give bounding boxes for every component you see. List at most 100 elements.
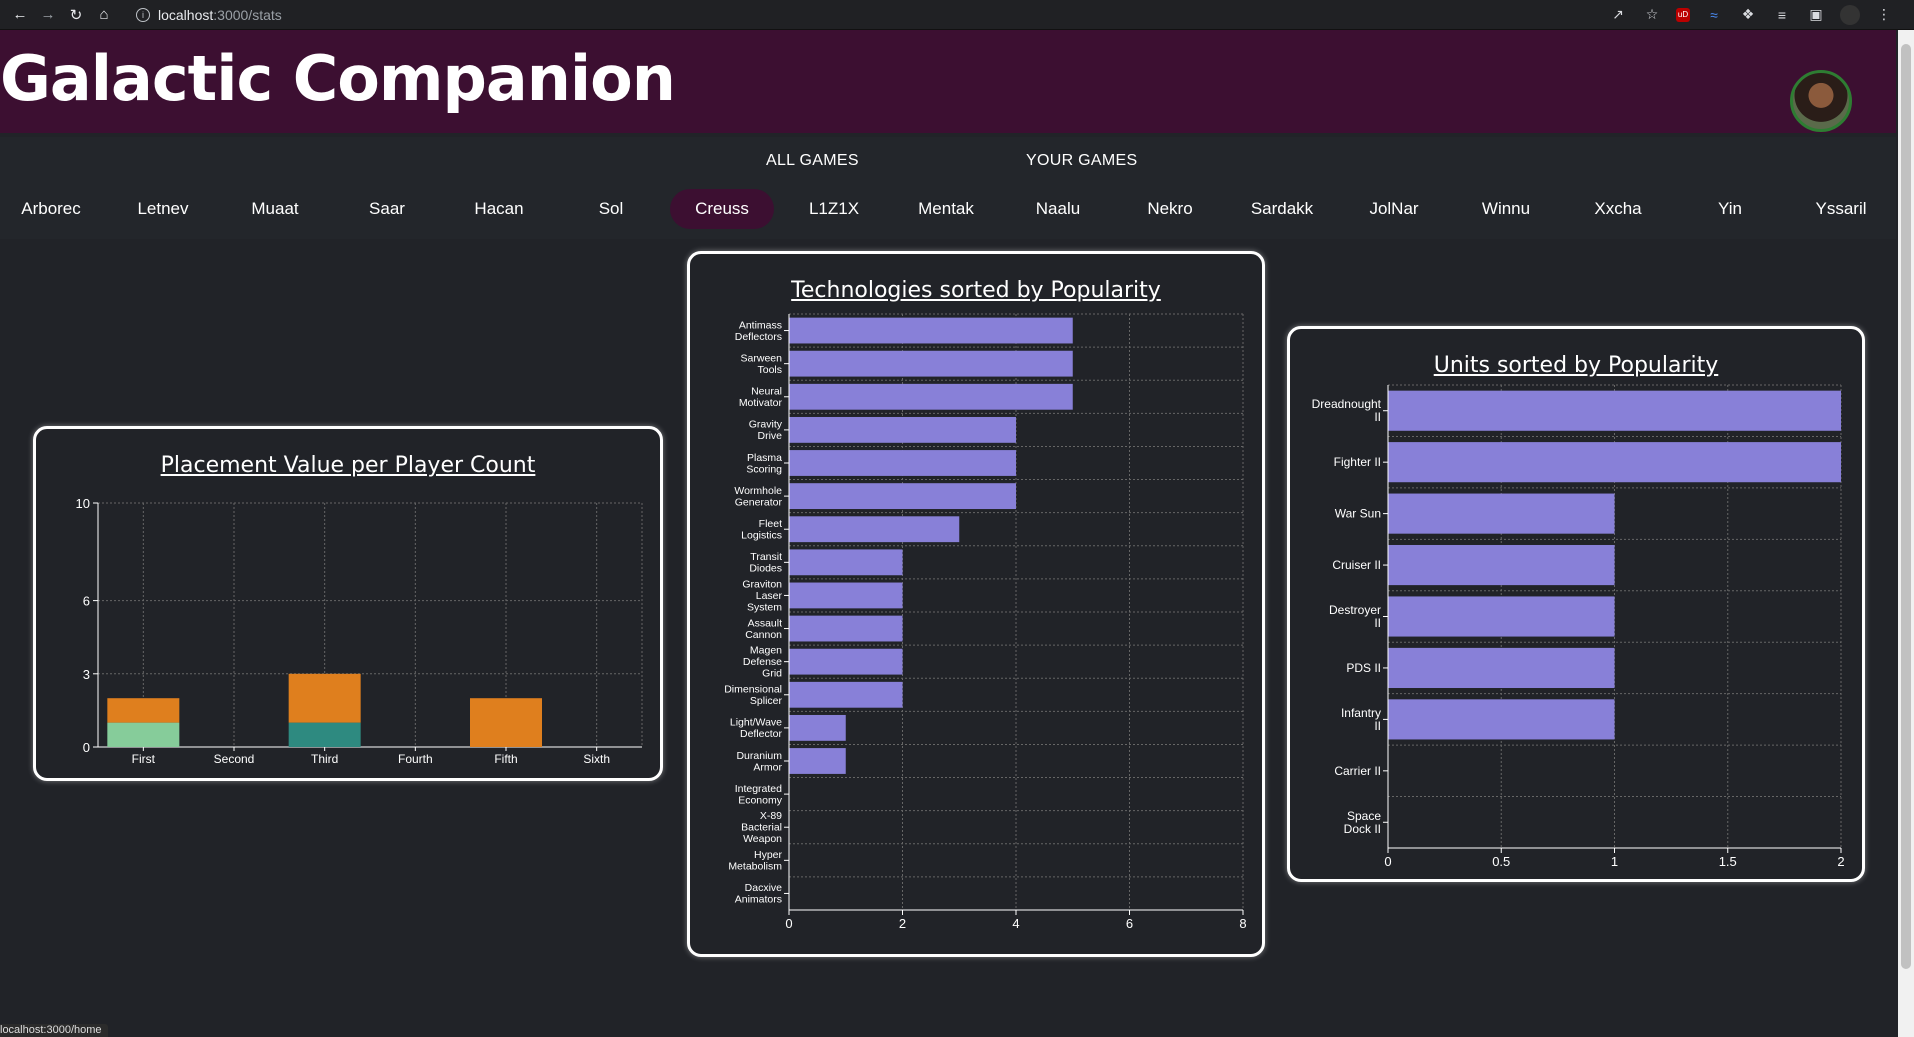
- y-tick-label: System: [747, 601, 782, 613]
- scrollbar-thumb[interactable]: [1901, 44, 1911, 969]
- bar-first-segment-1: [107, 722, 180, 747]
- puzzle-icon[interactable]: ❖: [1741, 6, 1755, 22]
- page-scrollbar[interactable]: [1898, 30, 1914, 1037]
- x-tick-label: Fourth: [398, 752, 433, 766]
- reload-icon[interactable]: ↻: [69, 6, 83, 24]
- bar-infantry-ii: [1388, 699, 1615, 740]
- y-tick-label: PDS II: [1346, 661, 1381, 675]
- faction-tab-yssaril[interactable]: Yssaril: [1815, 199, 1867, 218]
- bar-third-segment-1: [288, 722, 361, 747]
- your-games-link[interactable]: YOUR GAMES: [1026, 152, 1138, 169]
- faction-tab-saar[interactable]: Saar: [369, 199, 405, 218]
- y-tick-label: Fleet: [759, 518, 782, 530]
- faction-tab-naalu[interactable]: Naalu: [1035, 199, 1081, 218]
- y-tick-label: Sarween: [741, 352, 783, 364]
- bar-pds-ii: [1388, 647, 1615, 689]
- y-tick-label: Drive: [757, 430, 782, 442]
- placement-chart-card: Placement Value per Player Count 0 3 6 10 Fi…: [33, 426, 663, 781]
- y-tick-label: 6: [83, 594, 90, 609]
- faction-tab-winnu[interactable]: Winnu: [1481, 199, 1531, 218]
- browser-toolbar: ← → ↻ ⌂ i localhost:3000/stats ↗ ☆ uD ≈ …: [0, 0, 1914, 30]
- bar-destroyer-ii: [1388, 596, 1615, 637]
- faction-tab-nekro[interactable]: Nekro: [1147, 199, 1193, 218]
- y-tick-label: Dimensional: [724, 684, 782, 696]
- y-tick-label: Weapon: [743, 833, 782, 845]
- y-tick-label: Gravity: [749, 419, 783, 431]
- bar-magen-defense-grid: [789, 648, 903, 675]
- y-tick-label: Carrier II: [1334, 764, 1381, 778]
- app-header: Galactic Companion Sign Out: [0, 30, 1896, 156]
- extensions-bar: ↗ ☆ uD ≈ ❖ ≡ ▣ ⋮: [1608, 0, 1894, 29]
- y-tick-label: Laser: [756, 590, 783, 602]
- units-chart-title: Units sorted by Popularity: [1433, 353, 1719, 378]
- x-tick-label: 2: [899, 916, 906, 931]
- y-tick-label: Infantry: [1341, 706, 1381, 720]
- url-path: :3000/stats: [213, 6, 282, 23]
- share-icon[interactable]: ↗: [1612, 6, 1624, 22]
- bar-dimensional-splicer: [789, 681, 903, 708]
- y-tick-label: Generator: [735, 496, 783, 508]
- all-games-link[interactable]: ALL GAMES: [766, 152, 859, 169]
- faction-tab-sol[interactable]: Sol: [598, 199, 624, 218]
- faction-tab-yin[interactable]: Yin: [1718, 199, 1742, 218]
- back-icon[interactable]: ←: [12, 6, 28, 23]
- x-tick-label: 0: [785, 916, 792, 931]
- reading-list-icon[interactable]: ≡: [1777, 6, 1787, 23]
- bar-cruiser-ii: [1388, 544, 1615, 586]
- x-tick-label: 4: [1012, 916, 1019, 931]
- x-tick-label: First: [132, 752, 156, 766]
- faction-tab-creuss[interactable]: Creuss: [670, 189, 774, 229]
- faction-tab-sardakk[interactable]: Sardakk: [1250, 199, 1314, 218]
- forward-icon[interactable]: →: [40, 6, 56, 23]
- bar-assault-cannon: [789, 615, 903, 642]
- y-tick-label: Economy: [738, 794, 783, 806]
- y-tick-label: 3: [83, 667, 90, 682]
- extension-wave-icon[interactable]: ≈: [1710, 6, 1718, 23]
- bar-war-sun: [1388, 493, 1615, 534]
- faction-tab-arborec[interactable]: Arborec: [21, 199, 81, 218]
- faction-tab-jolnar[interactable]: JolNar: [1369, 199, 1419, 218]
- y-tick-label: Integrated: [735, 783, 782, 795]
- y-tick-label: Metabolism: [728, 861, 782, 873]
- menu-kebab-icon[interactable]: ⋮: [1877, 6, 1891, 22]
- side-panel-icon[interactable]: ▣: [1809, 6, 1823, 22]
- y-tick-label: Grid: [762, 668, 782, 680]
- y-tick-label: Graviton: [742, 578, 782, 590]
- y-tick-label: Armor: [753, 761, 782, 773]
- y-tick-label: Wormhole: [734, 485, 782, 497]
- faction-tab-hacan[interactable]: Hacan: [474, 199, 524, 218]
- y-tick-label: Plasma: [747, 452, 782, 464]
- x-tick-label: 2: [1837, 854, 1844, 869]
- y-tick-label: Transit: [750, 551, 782, 563]
- y-tick-label: 0: [83, 740, 90, 755]
- faction-tab-letnev[interactable]: Letnev: [137, 199, 189, 218]
- faction-tab-xxcha[interactable]: Xxcha: [1594, 199, 1642, 218]
- faction-tab-muaat[interactable]: Muaat: [251, 199, 299, 218]
- url-host: localhost: [158, 6, 214, 23]
- game-nav: ALL GAMES YOUR GAMES: [0, 152, 1896, 174]
- y-tick-label: Logistics: [741, 529, 782, 541]
- y-tick-label: Fighter II: [1334, 455, 1381, 469]
- tech-chart-title: Technologies sorted by Popularity: [791, 278, 1161, 303]
- y-tick-label: Space: [1347, 809, 1381, 823]
- faction-tab-mentak[interactable]: Mentak: [918, 199, 974, 218]
- y-tick-label: Light/Wave: [730, 717, 782, 729]
- navigation-area: ALL GAMES YOUR GAMES Arborec Letnev Muaat S…: [0, 137, 1896, 239]
- app-title: Galactic Companion: [0, 42, 676, 115]
- bar-neural-motivator: [789, 383, 1073, 410]
- y-tick-label: Defense: [743, 656, 782, 668]
- y-tick-label: Neural: [751, 386, 782, 398]
- home-icon[interactable]: ⌂: [99, 6, 109, 23]
- y-tick-label: II: [1374, 719, 1381, 733]
- address-bar[interactable]: i localhost:3000/stats: [136, 7, 282, 23]
- y-tick-label: II: [1374, 616, 1381, 630]
- user-avatar[interactable]: [1790, 70, 1852, 132]
- faction-tab-l1z1x[interactable]: L1Z1X: [808, 199, 860, 218]
- profile-icon[interactable]: [1840, 4, 1860, 25]
- y-tick-label: Motivator: [739, 397, 783, 409]
- bar-third-segment-2: [288, 673, 361, 723]
- bookmark-star-icon[interactable]: ☆: [1645, 6, 1659, 22]
- ublock-icon[interactable]: uD: [1676, 7, 1690, 22]
- info-icon[interactable]: i: [136, 7, 150, 22]
